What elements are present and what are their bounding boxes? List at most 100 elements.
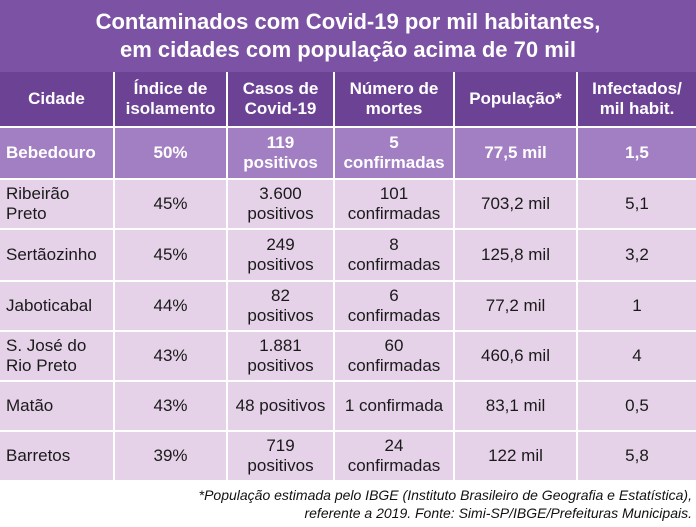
header-cell: Índice de isolamento xyxy=(115,72,228,128)
table-cell: 1 xyxy=(578,282,696,332)
cell-line: positivos xyxy=(247,255,314,274)
table-cell: 44% xyxy=(115,282,228,332)
cell-line: 3.600 xyxy=(259,184,302,203)
table-cell: 719 positivos xyxy=(228,432,335,482)
cell-line: positivos xyxy=(247,204,314,223)
cell-line: 44% xyxy=(153,296,188,315)
cell-line: positivos xyxy=(243,153,318,172)
cell-line: Índice de xyxy=(133,79,208,98)
table-cell: 50% xyxy=(115,128,228,180)
cell-line: Jaboticabal xyxy=(6,296,93,315)
table-cell: 703,2 mil xyxy=(455,180,578,230)
cell-line: confirmadas xyxy=(347,306,441,325)
table-cell: 8 confirmadas xyxy=(335,230,455,282)
cell-line: 45% xyxy=(153,245,188,264)
table-cell: 0,5 xyxy=(578,382,696,432)
cell-line: Barretos xyxy=(6,446,71,465)
title-line: em cidades com população acima de 70 mil xyxy=(119,37,577,62)
header-cell: Número de mortes xyxy=(335,72,455,128)
table-cell: Bebedouro xyxy=(0,128,115,180)
table-cell: Jaboticabal xyxy=(0,282,115,332)
table-cell: 45% xyxy=(115,180,228,230)
header-cell: Casos de Covid-19 xyxy=(228,72,335,128)
table-cell: Matão xyxy=(0,382,115,432)
cell-line: 77,2 mil xyxy=(485,296,546,315)
table-cell: 6 confirmadas xyxy=(335,282,455,332)
header-cell: Cidade xyxy=(0,72,115,128)
cell-line: 0,5 xyxy=(625,396,649,415)
footnote-line: *População estimada pelo IBGE (Instituto… xyxy=(198,487,692,503)
table-cell: 1.881 positivos xyxy=(228,332,335,382)
cell-line: 719 xyxy=(266,436,295,455)
table-cell: 43% xyxy=(115,382,228,432)
cell-line: Matão xyxy=(6,396,54,415)
cell-line: Covid-19 xyxy=(244,99,317,118)
header-cell: Infectados/mil habit. xyxy=(578,72,696,128)
table-cell: 24 confirmadas xyxy=(335,432,455,482)
cell-line: 249 xyxy=(266,235,295,254)
cell-line: 119 xyxy=(266,133,295,152)
cell-line: 50% xyxy=(153,143,188,162)
cell-line: 703,2 mil xyxy=(481,194,550,213)
cell-line: 6 xyxy=(389,286,399,305)
cell-line: 1 xyxy=(632,296,642,315)
cell-line: Número de xyxy=(349,79,439,98)
title-line: Contaminados com Covid-19 por mil habita… xyxy=(95,9,601,34)
table-cell: Sertãozinho xyxy=(0,230,115,282)
table-cell: 82 positivos xyxy=(228,282,335,332)
cell-line: Infectados/ xyxy=(592,79,682,98)
table-cell: 3,2 xyxy=(578,230,696,282)
cell-line: 122 mil xyxy=(488,446,543,465)
cell-line: positivos xyxy=(247,456,314,475)
cell-line: 5,1 xyxy=(625,194,649,213)
cell-line: 39% xyxy=(153,446,188,465)
table-cell: 60 confirmadas xyxy=(335,332,455,382)
cell-line: 5,8 xyxy=(625,446,649,465)
cell-line: Casos de xyxy=(242,79,319,98)
cell-line: População* xyxy=(469,89,562,108)
table-cell: 5,8 xyxy=(578,432,696,482)
table-cell: 5,1 xyxy=(578,180,696,230)
cell-line: 8 xyxy=(389,235,399,254)
cell-line: 101 xyxy=(379,184,409,203)
cell-line: 45% xyxy=(153,194,188,213)
cell-line: S. José do xyxy=(6,336,87,355)
table-cell: 101 confirmadas xyxy=(335,180,455,230)
cell-line: confirmadas xyxy=(347,204,441,223)
title: Contaminados com Covid-19 por mil habita… xyxy=(0,0,696,72)
header-cell: População* xyxy=(455,72,578,128)
cell-line: 77,5 mil xyxy=(484,143,547,162)
cell-line: 1 confirmada xyxy=(344,396,444,415)
cell-line: 5 xyxy=(389,133,399,152)
cell-line: Ribeirão xyxy=(6,184,70,203)
cell-line: 125,8 mil xyxy=(481,245,550,264)
cell-line: 460,6 mil xyxy=(481,346,550,365)
table-cell: 48 positivos xyxy=(228,382,335,432)
table-cell: 83,1 mil xyxy=(455,382,578,432)
cell-line: positivos xyxy=(247,306,314,325)
cell-line: 4 xyxy=(632,346,642,365)
table-cell: 1 confirmada xyxy=(335,382,455,432)
cell-line: 48 positivos xyxy=(235,396,326,415)
cell-line: 24 xyxy=(384,436,404,455)
table-cell: 1,5 xyxy=(578,128,696,180)
cell-line: isolamento xyxy=(125,99,216,118)
table-cell: 122 mil xyxy=(455,432,578,482)
cell-line: Cidade xyxy=(28,89,85,108)
table-cell: S. José do Rio Preto xyxy=(0,332,115,382)
table-cell: 460,6 mil xyxy=(455,332,578,382)
footnote: *População estimada pelo IBGE (Instituto… xyxy=(199,486,692,522)
cell-line: 43% xyxy=(153,346,188,365)
cell-line: Preto xyxy=(6,204,47,223)
table-cell: 249 positivos xyxy=(228,230,335,282)
cell-line: confirmadas xyxy=(343,153,445,172)
table-cell: Ribeirão Preto xyxy=(0,180,115,230)
table-cell: 77,5 mil xyxy=(455,128,578,180)
cell-line: confirmadas xyxy=(347,356,441,375)
table-cell: 4 xyxy=(578,332,696,382)
cell-line: mortes xyxy=(365,99,423,118)
cell-line: Sertãozinho xyxy=(6,245,97,264)
table-cell: 125,8 mil xyxy=(455,230,578,282)
cell-line: 83,1 mil xyxy=(485,396,546,415)
